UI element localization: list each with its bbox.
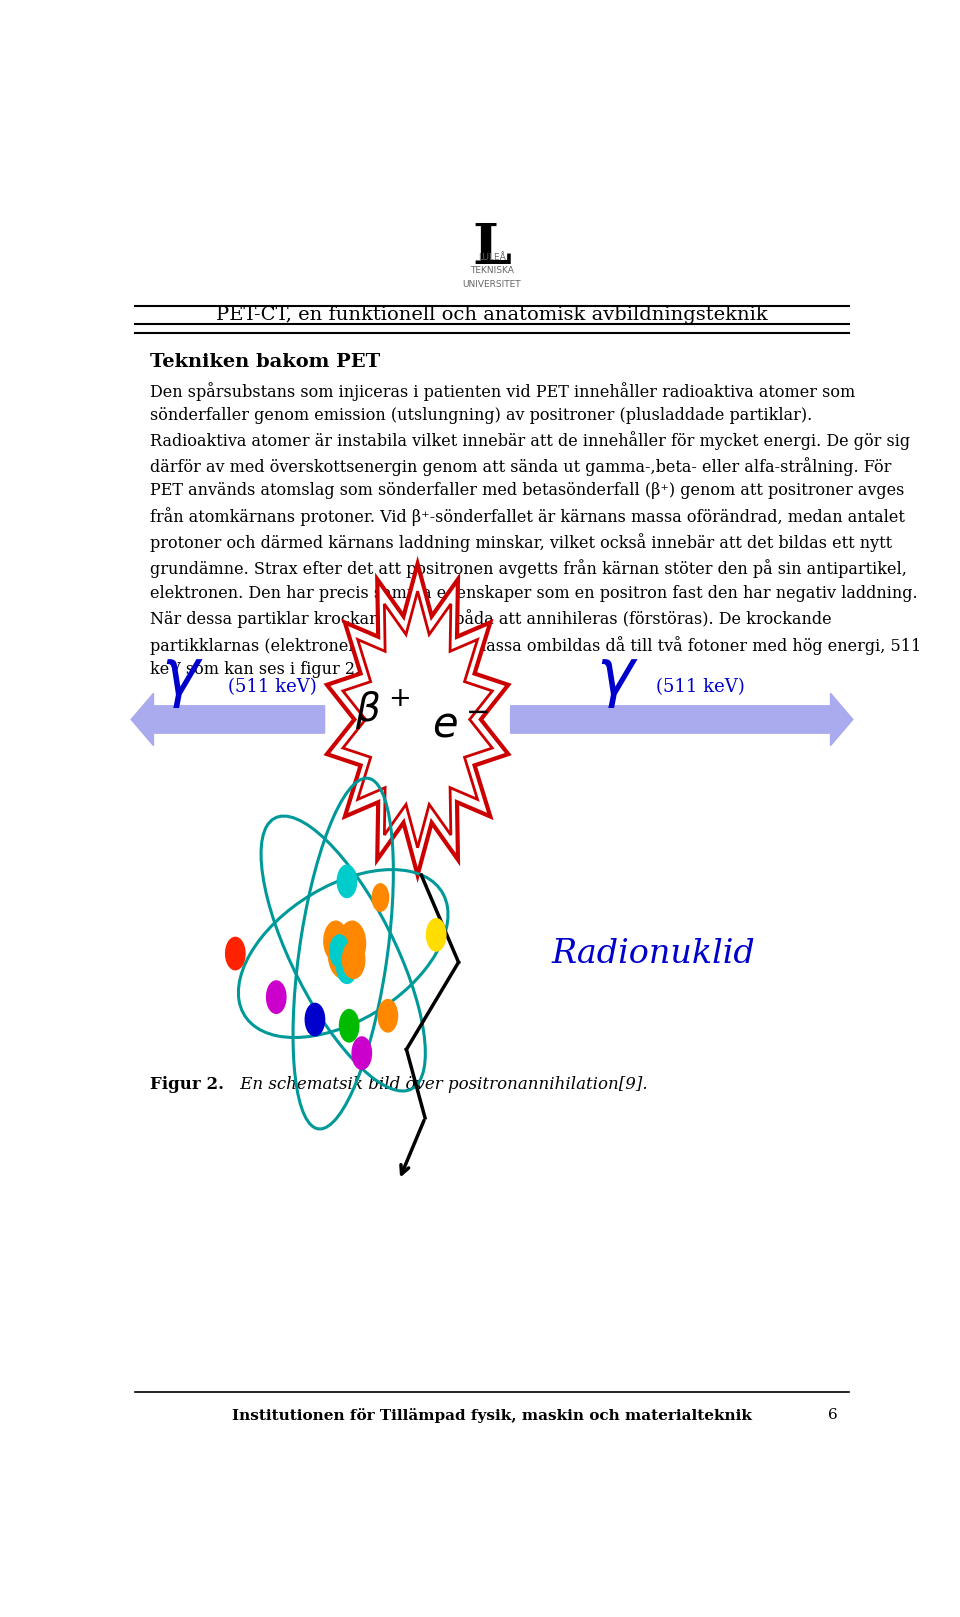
Circle shape: [267, 982, 286, 1014]
Circle shape: [226, 938, 245, 970]
Circle shape: [372, 884, 389, 912]
Circle shape: [337, 949, 357, 983]
FancyArrow shape: [132, 694, 324, 745]
Circle shape: [324, 922, 348, 960]
Circle shape: [337, 865, 356, 897]
Polygon shape: [327, 564, 508, 875]
Text: Tekniken bakom PET: Tekniken bakom PET: [150, 354, 380, 372]
Circle shape: [340, 1009, 359, 1041]
Text: Institutionen för Tillämpad fysik, maskin och materialteknik: Institutionen för Tillämpad fysik, maski…: [232, 1408, 752, 1423]
FancyArrow shape: [511, 694, 852, 745]
Circle shape: [426, 918, 445, 951]
Text: (511 keV): (511 keV): [656, 678, 744, 695]
Text: $\gamma$: $\gamma$: [596, 648, 638, 710]
Circle shape: [330, 935, 349, 967]
Text: En schematsik bild över positronannihilation[9].: En schematsik bild över positronannihila…: [235, 1075, 648, 1093]
Circle shape: [343, 941, 365, 978]
Text: $\beta^+$: $\beta^+$: [355, 687, 410, 731]
Text: L: L: [472, 222, 512, 277]
Circle shape: [339, 922, 366, 965]
Text: 6: 6: [828, 1408, 838, 1421]
Text: PET-CT, en funktionell och anatomisk avbildningsteknik: PET-CT, en funktionell och anatomisk avb…: [216, 306, 768, 323]
Text: Den spårsubstans som injiceras i patienten vid PET innehåller radioaktiva atomer: Den spårsubstans som injiceras i patient…: [150, 382, 855, 424]
Text: LULEÅ
TEKNISKA
UNIVERSITET: LULEÅ TEKNISKA UNIVERSITET: [463, 252, 521, 289]
Text: Radioaktiva atomer är instabila vilket innebär att de innehåller för mycket ener: Radioaktiva atomer är instabila vilket i…: [150, 430, 921, 678]
Text: (511 keV): (511 keV): [228, 678, 317, 695]
Circle shape: [352, 1036, 372, 1069]
Polygon shape: [343, 592, 492, 847]
Circle shape: [305, 1003, 324, 1036]
Circle shape: [328, 928, 358, 978]
Text: $e^-$: $e^-$: [432, 705, 490, 747]
Circle shape: [378, 999, 397, 1032]
Text: Radionuklid: Radionuklid: [551, 938, 756, 970]
Text: $\gamma$: $\gamma$: [161, 648, 204, 710]
Text: Figur 2.: Figur 2.: [150, 1075, 224, 1093]
